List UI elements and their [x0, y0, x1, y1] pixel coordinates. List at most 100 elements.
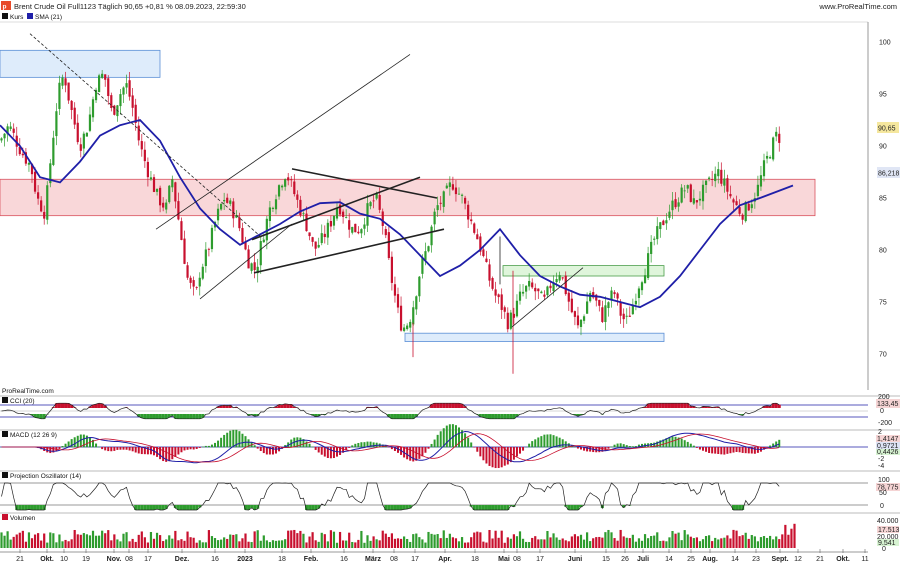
volume-bar — [101, 531, 103, 548]
cci-panel[interactable]: CCI (20) 200 133,45 0 -200 — [0, 394, 900, 427]
time-label-7: Dez. — [175, 556, 189, 563]
source-label: www.ProRealTime.com — [818, 2, 897, 11]
candle-body — [305, 214, 307, 231]
time-label-29: 23 — [752, 556, 760, 563]
volume-bar — [58, 534, 60, 548]
volume-bar — [376, 539, 378, 548]
candle-body — [147, 162, 149, 177]
candle-body — [153, 177, 155, 192]
volume-bar — [40, 541, 42, 548]
support-zone-2 — [405, 333, 664, 341]
candle-body — [333, 216, 335, 226]
macd-histogram-bar — [202, 447, 204, 448]
volume-bar — [324, 534, 326, 548]
volume-bar — [147, 542, 149, 548]
macd-histogram-bar — [720, 447, 722, 454]
candle-body — [623, 314, 625, 319]
macd-histogram-bar — [208, 446, 210, 447]
candle-body — [522, 292, 524, 294]
candle-body — [34, 172, 36, 192]
macd-histogram-bar — [223, 435, 225, 447]
macd-histogram-bar — [418, 447, 420, 459]
candle-body — [308, 232, 310, 236]
volume-bar — [467, 542, 469, 548]
candle-body — [61, 78, 63, 86]
volume-bar — [278, 540, 280, 548]
projection-panel[interactable]: Projection Oszillator (14) 100 78,775 50… — [0, 471, 900, 510]
volume-bar — [327, 541, 329, 548]
candle-body — [74, 108, 76, 125]
volume-bar — [790, 529, 792, 548]
candle-body — [589, 293, 591, 301]
macd-tick-2: 2 — [878, 429, 882, 436]
macd-panel[interactable]: MACD (12 26 9) 2 1,4147 0,9721 0,4426 -2… — [0, 424, 900, 470]
volume-bar — [412, 534, 414, 548]
candle-body — [748, 204, 750, 211]
candle-body — [83, 134, 85, 149]
candle-body — [77, 123, 79, 142]
volume-bar — [382, 531, 384, 548]
candle-body — [299, 200, 301, 215]
volume-bar — [46, 543, 48, 548]
volume-bar — [446, 538, 448, 548]
volume-panel[interactable]: Volumen 40.000 17.513 20.000 9.541 0 — [0, 513, 900, 553]
candle-body — [446, 186, 448, 189]
volume-bar — [522, 539, 524, 548]
candle-body — [296, 195, 298, 200]
candle-body — [122, 88, 124, 95]
candle-body — [714, 174, 716, 181]
macd-histogram-bar — [217, 441, 219, 448]
candle-body — [415, 296, 417, 309]
macd-histogram-bar — [135, 447, 137, 453]
volume-bar — [28, 532, 30, 548]
candle-body — [345, 217, 347, 218]
price-plot[interactable] — [0, 0, 868, 374]
volume-bar — [571, 536, 573, 548]
candle-body — [449, 182, 451, 187]
volume-bar — [220, 540, 222, 548]
macd-histogram-bar — [452, 424, 454, 447]
volume-bar — [577, 536, 579, 548]
macd-histogram-bar — [742, 447, 744, 453]
candle-body — [491, 278, 493, 289]
macd-histogram-bar — [766, 447, 768, 448]
macd-histogram-bar — [479, 447, 481, 456]
candle-body — [351, 227, 353, 233]
volume-bar — [437, 534, 439, 548]
candle-body — [202, 267, 204, 279]
volume-bar — [68, 541, 70, 548]
volume-bar — [92, 531, 94, 548]
macd-histogram-bar — [171, 447, 173, 459]
price-tick-75: 75 — [879, 300, 887, 307]
macd-histogram-bar — [196, 447, 198, 449]
volume-bar — [470, 537, 472, 548]
proj-swatch — [2, 472, 8, 478]
macd-histogram-bar — [714, 447, 716, 454]
macd-histogram-bar — [324, 447, 326, 457]
volume-bar — [89, 535, 91, 548]
macd-histogram-bar — [522, 447, 524, 451]
candle-body — [772, 137, 774, 159]
candle-body — [562, 277, 564, 278]
macd-histogram-bar — [455, 425, 457, 447]
volume-bar — [107, 530, 109, 548]
volume-bar — [241, 538, 243, 548]
volume-bar — [113, 534, 115, 548]
volume-bar — [342, 540, 344, 548]
macd-histogram-bar — [611, 447, 613, 448]
macd-histogram-bar — [306, 442, 308, 448]
candle-body — [427, 246, 429, 251]
candle-body — [467, 205, 469, 220]
cci-swatch — [2, 397, 8, 403]
candle-body — [281, 186, 283, 188]
candle-body — [644, 275, 646, 283]
macd-histogram-bar — [272, 447, 274, 454]
candle-body — [668, 212, 670, 218]
candle-body — [186, 265, 188, 277]
volume-bar — [312, 532, 314, 548]
macd-histogram-bar — [553, 435, 555, 447]
candle-body — [534, 288, 536, 291]
candle-body — [382, 211, 384, 225]
candle-body — [28, 163, 30, 165]
volume-bar — [735, 531, 737, 548]
